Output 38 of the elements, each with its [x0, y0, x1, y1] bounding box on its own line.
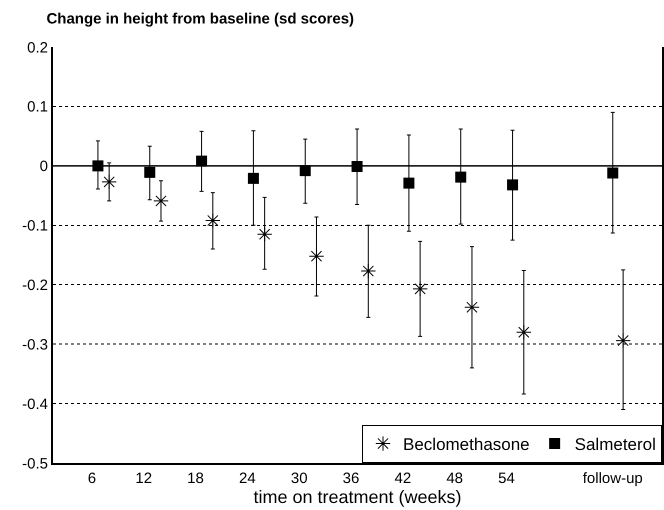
x-tick-label: 18 — [187, 470, 204, 487]
point — [360, 263, 376, 279]
point — [308, 248, 324, 264]
point — [101, 174, 117, 190]
y-tick-label: -0.2 — [22, 276, 48, 294]
legend-label: Beclomethasone — [403, 435, 530, 454]
legend-label: Salmeterol — [574, 435, 656, 454]
x-tick-label: 48 — [446, 470, 464, 487]
point — [516, 324, 532, 340]
y-tick-label: -0.1 — [22, 218, 48, 235]
point — [248, 172, 259, 184]
y-tick-label: -0.5 — [22, 455, 48, 472]
y-tick-label: 0.1 — [27, 98, 48, 116]
x-tick-label: 24 — [239, 470, 256, 487]
x-tick-label: 12 — [135, 470, 152, 487]
point — [507, 179, 518, 190]
x-tick-label: 6 — [88, 470, 96, 487]
point — [455, 172, 466, 183]
point — [615, 332, 631, 348]
point — [464, 300, 480, 315]
x-tick-label: 36 — [342, 470, 360, 487]
point — [153, 193, 169, 209]
x-tick-label: 42 — [394, 470, 412, 487]
point — [144, 166, 156, 178]
x-axis-title: time on treatment (weeks) — [253, 487, 462, 507]
point — [256, 226, 272, 242]
y-tick-label: 0.2 — [27, 39, 48, 56]
y-tick-label: -0.3 — [22, 336, 48, 354]
point — [403, 178, 414, 189]
y-tick-label: -0.4 — [22, 396, 48, 413]
point — [412, 281, 428, 297]
x-tick-label: 54 — [498, 470, 515, 487]
chart-title: Change in height from baseline (sd scores) — [46, 10, 354, 28]
x-tick-label: 30 — [290, 470, 308, 487]
x-tick-label: follow-up — [582, 470, 643, 487]
y-tick-label: 0 — [40, 158, 48, 176]
point — [205, 212, 221, 228]
point — [607, 167, 618, 178]
